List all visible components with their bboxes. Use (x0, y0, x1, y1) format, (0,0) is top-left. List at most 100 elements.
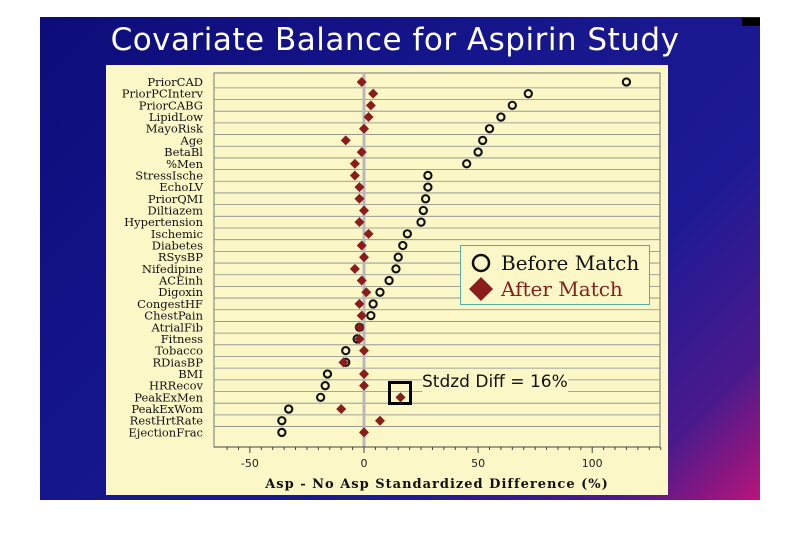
before-point (398, 240, 408, 251)
after-point (359, 252, 369, 263)
category-label: %Men (166, 157, 204, 171)
category-label: BMI (178, 367, 203, 381)
after-point (359, 427, 369, 438)
category-label: StressIsche (135, 168, 203, 182)
annotation-highlight-box (388, 381, 412, 405)
before-point (621, 77, 632, 87)
after-point (365, 100, 376, 111)
before-point (420, 194, 431, 204)
after-point (349, 170, 360, 181)
after-point (368, 88, 379, 99)
category-label: Diltiazem (147, 203, 203, 217)
category-label: BetaBl (164, 145, 203, 159)
after-point (363, 112, 374, 123)
category-label: ACEinh (158, 274, 204, 288)
before-point (484, 124, 495, 134)
after-point (354, 182, 365, 193)
before-point (423, 170, 433, 181)
before-point (473, 147, 483, 157)
before-point (462, 159, 472, 169)
category-label: EchoLV (159, 180, 203, 194)
after-point (340, 135, 351, 146)
before-point (423, 182, 433, 192)
after-point (359, 380, 369, 391)
after-point (349, 263, 360, 274)
category-label: Fitness (161, 332, 203, 346)
category-label: Diabetes (152, 239, 203, 253)
before-point (341, 345, 351, 356)
after-point (356, 275, 367, 286)
before-point (478, 135, 488, 146)
category-label: Nifedipine (142, 262, 203, 276)
after-point (354, 193, 365, 204)
after-point (356, 240, 367, 251)
category-label: CongestHF (137, 297, 203, 311)
category-label: Tobacco (155, 344, 203, 358)
after-point (354, 333, 365, 344)
category-label: ChestPain (144, 309, 203, 323)
after-point (336, 404, 347, 415)
before-point (523, 89, 533, 99)
before-point (366, 310, 376, 321)
before-point (284, 404, 294, 414)
category-label: Hypertension (124, 215, 204, 229)
before-point (315, 392, 326, 403)
diamond-marker-icon (469, 277, 493, 301)
after-point (356, 77, 367, 87)
category-label: Age (180, 133, 204, 147)
before-point (320, 381, 330, 391)
category-label: RDiasBP (152, 355, 203, 369)
category-label: PriorCABG (139, 98, 203, 112)
after-point (363, 228, 374, 239)
before-point (496, 112, 506, 122)
after-point (356, 310, 367, 321)
annotation-label: Stdzd Diff = 16% (422, 372, 568, 392)
before-point (418, 205, 428, 216)
category-label: RestHrtRate (130, 414, 204, 428)
category-label: PriorPCInterv (122, 87, 204, 101)
category-label: PriorCAD (147, 75, 203, 89)
before-point (322, 369, 333, 379)
category-label: AtrialFib (151, 320, 203, 334)
before-point (375, 287, 385, 297)
after-point (349, 158, 360, 169)
after-point (361, 287, 372, 298)
before-point (277, 416, 287, 426)
category-label: PeakExMen (134, 390, 203, 404)
circle-marker-icon (471, 253, 491, 273)
slide-title: Covariate Balance for Aspirin Study (110, 22, 680, 58)
after-point (354, 322, 365, 333)
after-point (338, 357, 349, 368)
x-tick-label: 100 (582, 457, 603, 470)
before-point (507, 100, 517, 111)
before-point (402, 229, 413, 239)
legend-before-label: Before Match (501, 251, 640, 275)
after-point (359, 123, 369, 134)
after-point (356, 147, 367, 158)
balance-chart: -50 0 50 100 PriorCADPriorPCIntervPriorCABGL… (122, 72, 662, 470)
x-tick-label: 0 (361, 457, 368, 470)
slide-corner-mark (742, 18, 760, 26)
legend: Before Match After Match (460, 245, 650, 305)
category-label: RSysBP (158, 250, 203, 264)
chart-panel: -50 0 50 100 PriorCAD PriorPCInterv PriorCABG L… (106, 65, 668, 495)
after-point (374, 415, 385, 426)
after-point (359, 369, 369, 379)
category-label: HRRecov (149, 379, 204, 393)
after-point (354, 217, 365, 228)
x-tick-label: -50 (241, 457, 259, 470)
category-label: PriorQMI (148, 192, 203, 206)
legend-after-label: After Match (501, 277, 623, 301)
category-label: LipidLow (149, 110, 203, 124)
category-label: Ischemic (151, 227, 203, 241)
category-label: MayoRisk (146, 122, 204, 136)
x-axis-title: Asp - No Asp Standardized Difference (%) (265, 477, 609, 492)
before-point (393, 252, 403, 262)
after-point (359, 205, 369, 216)
before-point (384, 275, 394, 286)
category-label: Digoxin (158, 285, 203, 299)
before-point (277, 427, 287, 438)
before-point (416, 217, 426, 227)
category-label: PeakExWom (131, 402, 203, 416)
before-point (368, 299, 378, 309)
